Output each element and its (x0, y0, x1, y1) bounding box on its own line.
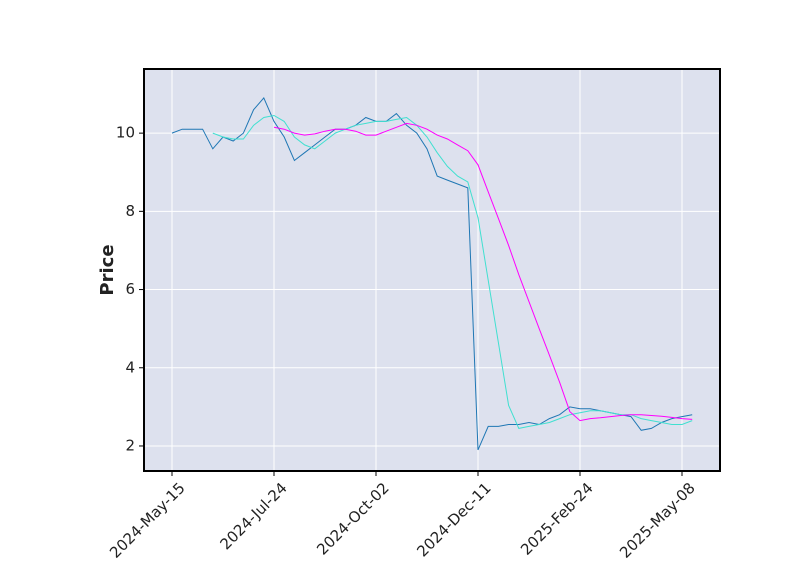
series-line (212, 114, 693, 429)
x-tick-label: 2025-May-08 (616, 479, 699, 562)
plot-area (144, 69, 720, 471)
y-tick-label: 2 (125, 436, 135, 454)
y-tick-label: 8 (125, 202, 135, 220)
x-tick-label: 2024-May-15 (106, 479, 189, 562)
plot-frame (143, 68, 721, 472)
x-tick-label: 2024-Oct-02 (313, 479, 393, 559)
series-line (273, 122, 693, 422)
x-tick-label: 2024-Dec-11 (413, 479, 494, 560)
x-tick-label: 2024-Jul-24 (216, 479, 290, 553)
x-tick-label: 2025-Feb-24 (517, 479, 597, 559)
y-tick-label: 10 (116, 124, 135, 142)
y-tick-label: 4 (125, 358, 135, 376)
y-tick-label: 6 (125, 280, 135, 298)
y-axis-label: Price (97, 244, 118, 295)
